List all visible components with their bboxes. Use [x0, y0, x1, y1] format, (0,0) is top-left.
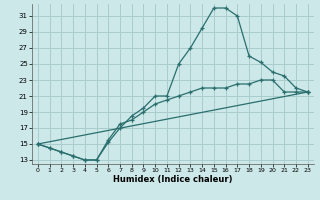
X-axis label: Humidex (Indice chaleur): Humidex (Indice chaleur) [113, 175, 233, 184]
